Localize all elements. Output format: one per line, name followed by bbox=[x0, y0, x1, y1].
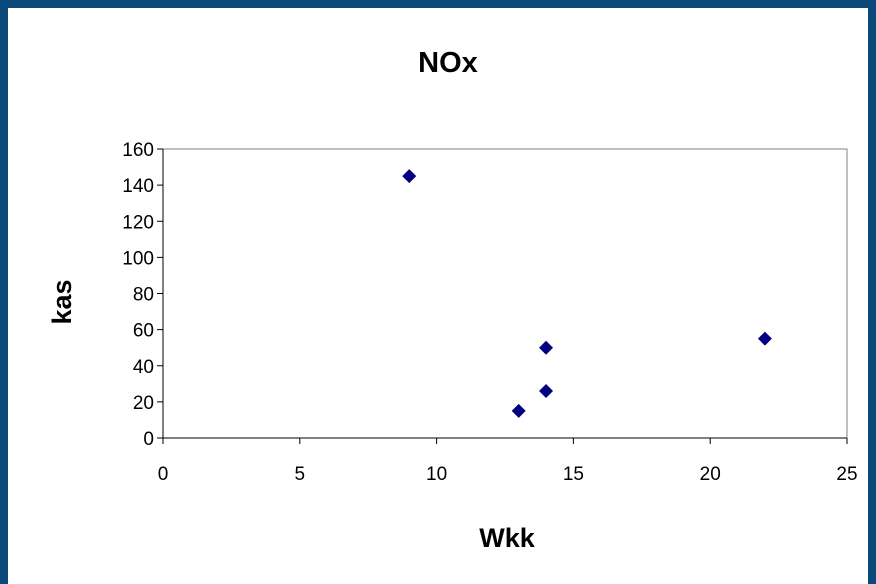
data-point-diamond bbox=[511, 403, 526, 418]
y-tick-label: 100 bbox=[122, 248, 154, 269]
x-tick-label: 10 bbox=[426, 464, 447, 485]
y-tick-label: 40 bbox=[133, 357, 154, 378]
data-points bbox=[402, 169, 772, 418]
x-axis: 0 5 10 15 20 25 bbox=[158, 437, 858, 485]
x-tick-label: 15 bbox=[563, 464, 584, 485]
y-tick-label: 80 bbox=[133, 285, 154, 306]
chart-frame: NOx Wkk kas 0 20 40 60 80 100 120 140 160 0 5 10 15… bbox=[8, 8, 868, 584]
x-tick-label: 0 bbox=[158, 464, 169, 485]
y-tick-label: 20 bbox=[133, 393, 154, 414]
x-tick-label: 25 bbox=[836, 464, 857, 485]
y-tick-label: 140 bbox=[122, 176, 154, 197]
x-tick-label: 20 bbox=[700, 464, 721, 485]
data-point-diamond bbox=[757, 331, 772, 346]
x-axis-title: Wkk bbox=[479, 523, 536, 553]
chart-title: NOx bbox=[418, 47, 478, 79]
x-tick-label: 5 bbox=[295, 464, 306, 485]
data-point-diamond bbox=[402, 169, 417, 184]
plot-area bbox=[162, 148, 848, 439]
y-axis-title: kas bbox=[47, 279, 77, 324]
y-tick-label: 120 bbox=[122, 212, 154, 233]
y-axis: 0 20 40 60 80 100 120 140 160 bbox=[122, 140, 164, 450]
y-tick-label: 60 bbox=[133, 321, 154, 342]
data-point-diamond bbox=[539, 384, 554, 399]
scatter-chart: NOx Wkk kas 0 20 40 60 80 100 120 140 160 0 5 10 15… bbox=[47, 47, 858, 553]
y-tick-label: 160 bbox=[122, 140, 154, 161]
data-point-diamond bbox=[539, 340, 554, 355]
y-tick-label: 0 bbox=[143, 429, 154, 450]
